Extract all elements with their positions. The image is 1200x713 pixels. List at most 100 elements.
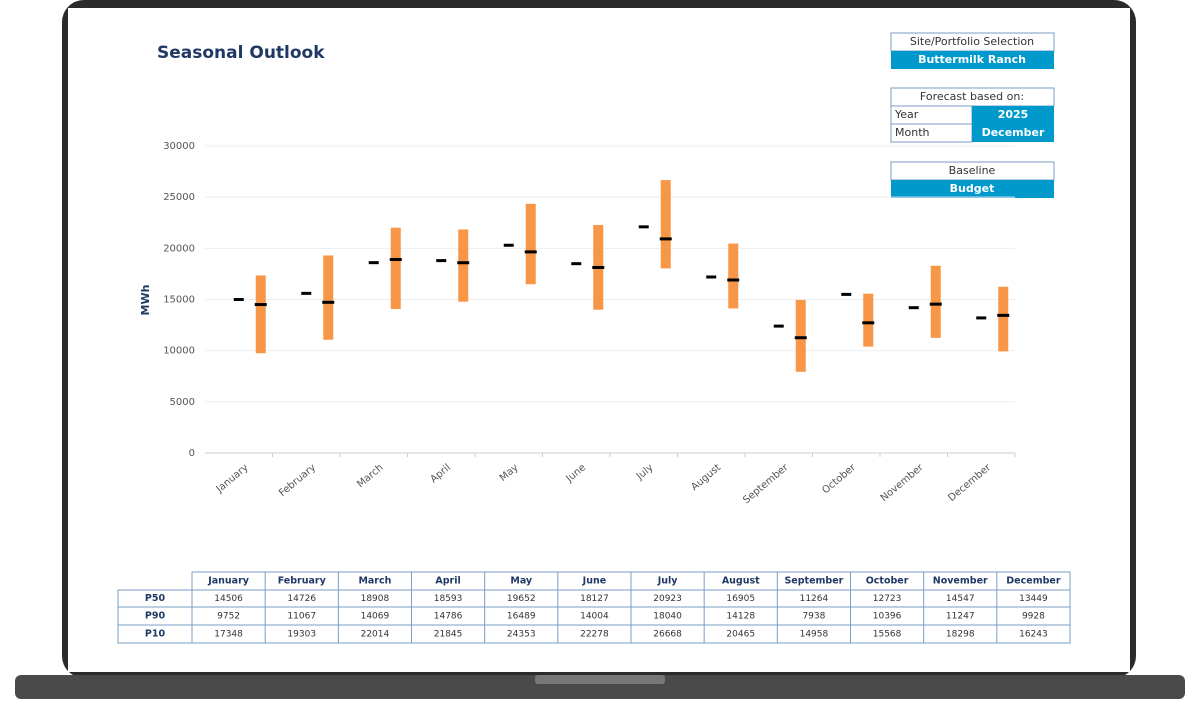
p50-marker	[929, 302, 942, 306]
table-cell: 18298	[946, 630, 975, 640]
table-cell: 14786	[434, 612, 463, 622]
site-select[interactable]	[891, 51, 1054, 69]
p50-marker	[727, 278, 740, 282]
table-cell: 22014	[361, 630, 390, 640]
site-value: Buttermilk Ranch	[918, 53, 1026, 66]
p50-marker	[524, 250, 537, 254]
table-cell: 14547	[946, 594, 975, 604]
controls: Site/Portfolio Selection Buttermilk Ranc…	[890, 32, 1055, 198]
table-cell: 14506	[214, 594, 243, 604]
budget-marker	[436, 259, 447, 263]
baseline-select[interactable]	[891, 180, 1054, 198]
table-cell: 18127	[580, 594, 609, 604]
baseline-label: Baseline	[949, 164, 996, 177]
table-cell: 24353	[507, 630, 536, 640]
table-header: March	[358, 576, 391, 587]
budget-marker	[976, 316, 987, 320]
chart-title: Seasonal Outlook	[157, 43, 325, 63]
month-value: December	[982, 126, 1045, 139]
forecast-label: Forecast based on:	[920, 90, 1024, 103]
table-cell: 9928	[1022, 612, 1045, 622]
table-cell: 19303	[287, 630, 316, 640]
table-header: May	[510, 576, 533, 587]
table-header: December	[1006, 576, 1061, 587]
budget-marker	[908, 306, 919, 310]
budget-marker	[706, 275, 717, 279]
y-tick-label: 0	[189, 448, 195, 459]
year-select[interactable]	[972, 106, 1054, 124]
table-cell: 14004	[580, 612, 609, 622]
range-bar	[863, 293, 874, 347]
table-cell: 14069	[361, 612, 390, 622]
baseline-value: Budget	[950, 182, 995, 195]
y-tick-label: 30000	[163, 141, 195, 152]
table-row-label: P50	[145, 593, 166, 604]
year-value: 2025	[998, 108, 1029, 121]
table-cell: 20465	[726, 630, 755, 640]
budget-marker	[233, 298, 244, 301]
p50-marker	[457, 261, 470, 265]
budget-marker	[368, 261, 379, 265]
p50-marker	[322, 300, 335, 304]
table-cell: 19652	[507, 594, 536, 604]
site-label: Site/Portfolio Selection	[910, 35, 1034, 48]
month-label: Month	[895, 126, 930, 139]
table-cell: 7938	[802, 612, 825, 622]
table-cell: 20923	[653, 594, 682, 604]
range-bar	[458, 229, 469, 302]
budget-marker	[571, 262, 582, 266]
y-axis-label: MWh	[139, 285, 152, 316]
month-select[interactable]	[972, 124, 1054, 142]
budget-marker	[841, 292, 852, 296]
table-cell: 14958	[800, 630, 829, 640]
table-cell: 18040	[653, 612, 682, 622]
table-cell: 22278	[580, 630, 609, 640]
table-cell: 18593	[434, 594, 463, 604]
table-header: June	[582, 576, 607, 587]
range-bar	[998, 286, 1009, 352]
table-header: November	[933, 576, 988, 587]
table-cell: 17348	[214, 630, 243, 640]
budget-marker	[301, 291, 312, 295]
budget-marker	[503, 243, 514, 247]
y-tick-label: 10000	[163, 346, 195, 357]
table-header: October	[866, 576, 909, 587]
table-header: January	[207, 576, 250, 587]
table-header: February	[278, 576, 327, 587]
range-bar	[255, 275, 266, 354]
budget-marker	[638, 225, 649, 229]
table-cell: 21845	[434, 630, 463, 640]
budget-marker	[773, 324, 784, 328]
table-cell: 11247	[946, 612, 975, 622]
table-cell: 18908	[361, 594, 390, 604]
table-cell: 11067	[287, 612, 316, 622]
y-tick-label: 20000	[163, 243, 195, 254]
table-cell: 16905	[726, 594, 755, 604]
table-header: August	[722, 576, 760, 587]
range-bar	[323, 255, 334, 340]
table-cell: 15568	[873, 630, 902, 640]
y-tick-label: 15000	[163, 295, 195, 306]
laptop-notch	[535, 675, 665, 684]
table-cell: 16243	[1019, 630, 1048, 640]
p50-marker	[659, 237, 672, 241]
table-cell: 10396	[873, 612, 902, 622]
y-tick-label: 5000	[170, 397, 195, 408]
table-row-label: P10	[145, 629, 166, 640]
p50-marker	[997, 313, 1010, 317]
table-body	[117, 589, 1071, 644]
table-cell: 13449	[1019, 594, 1048, 604]
laptop-base	[15, 675, 1185, 699]
p50-marker	[862, 321, 875, 325]
table-cell: 26668	[653, 630, 682, 640]
range-bar	[660, 180, 671, 269]
y-tick-label: 25000	[163, 192, 195, 203]
p50-marker	[254, 303, 267, 307]
range-bar	[728, 243, 739, 309]
table-header: September	[784, 576, 843, 587]
range-bar	[525, 203, 536, 285]
range-bar	[930, 265, 941, 338]
table-header: July	[657, 576, 679, 587]
p50-marker	[592, 266, 605, 270]
